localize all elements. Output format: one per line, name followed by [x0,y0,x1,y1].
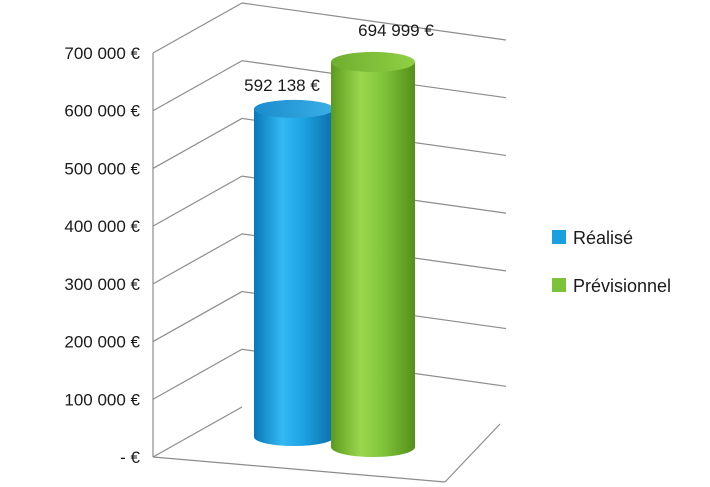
legend-swatch-previsionnel [552,278,566,292]
y-tick-label: - € [120,448,140,467]
floor-edge-front [152,456,446,483]
data-label-realise: 592 138 € [244,76,320,95]
gridline-side [152,117,243,169]
floor-edge-right [444,423,501,483]
y-tick-label: 100 000 € [64,390,140,409]
gridline-side [152,60,243,112]
legend-item-realise: Réalisé [552,228,633,248]
y-axis-tick-labels: - € 100 000 € 200 000 € 300 000 € 400 000 € 5… [64,44,140,467]
gridline-side [152,175,243,227]
y-tick-label: 700 000 € [64,44,140,63]
bar-previsionnel [331,51,415,457]
bar-top-cap [254,99,334,118]
bar-body [331,61,415,457]
gridline-side [152,2,243,54]
gridline-side [152,233,243,285]
bar-top-cap [331,51,415,72]
gridline-back [241,2,507,41]
legend-label-realise: Réalisé [573,228,633,248]
legend-swatch-realise [552,230,566,244]
bar-realise [254,99,334,446]
bars [254,51,415,457]
y-tick-label: 300 000 € [64,275,140,294]
bar-body [254,108,334,446]
y-tick-label: 200 000 € [64,333,140,352]
gridline-side [152,291,243,343]
legend-label-previsionnel: Prévisionnel [573,276,671,296]
y-tick-label: 600 000 € [64,102,140,121]
gridline-side [152,348,243,400]
gridline-side [152,406,243,458]
data-labels: 592 138 € 694 999 € [244,21,434,95]
legend-item-previsionnel: Prévisionnel [552,276,671,296]
y-tick-label: 400 000 € [64,217,140,236]
axes [152,53,501,483]
legend: Réalisé Prévisionnel [552,228,671,296]
data-label-previsionnel: 694 999 € [358,21,434,40]
y-tick-label: 500 000 € [64,159,140,178]
